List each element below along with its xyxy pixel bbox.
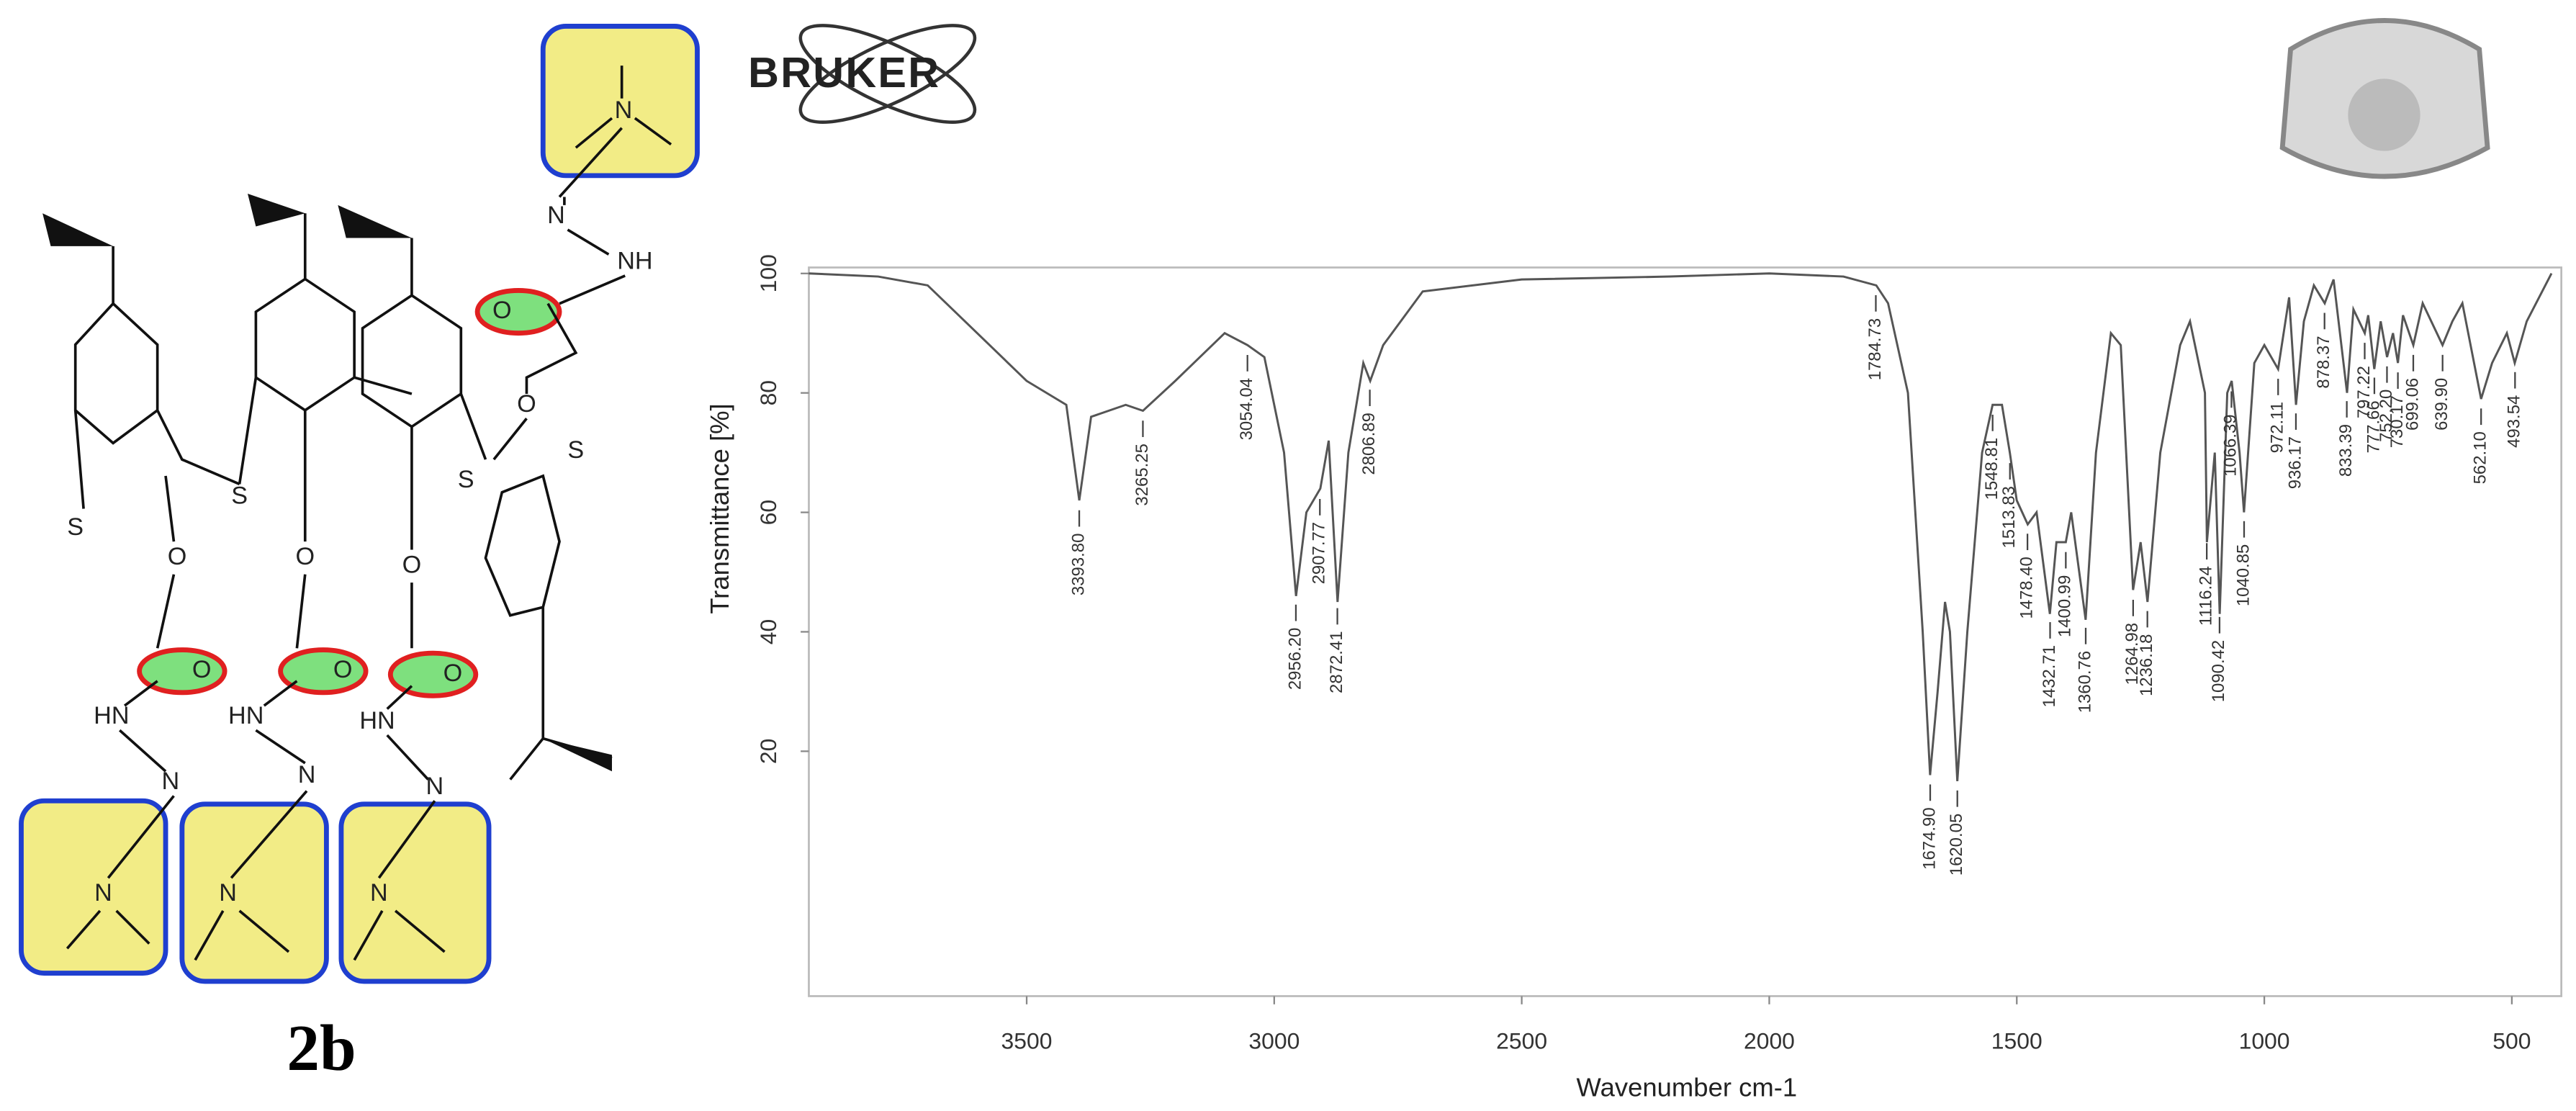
peak-label: 639.90: [2432, 378, 2451, 431]
bruker-logo: BRUKER: [748, 24, 977, 124]
atom-label: O: [402, 551, 422, 578]
y-tick-label: 60: [755, 500, 781, 525]
spectrum-line: [809, 272, 2553, 781]
y-tick-label: 20: [755, 739, 781, 764]
peak-label: 1784.73: [1865, 318, 1885, 380]
carbonyl-oval: [387, 650, 479, 698]
compound-label: 2b: [287, 1012, 356, 1084]
atom-label: HN: [228, 702, 264, 729]
structure: N N NH O O S S S S O O O O O O HN HN HN …: [19, 24, 700, 1084]
atom-label: O: [443, 660, 463, 687]
atom-label: HN: [94, 702, 129, 729]
atom-label: N: [219, 879, 237, 907]
atom-label: S: [231, 482, 248, 510]
atom-label: S: [567, 436, 584, 464]
atom-label: N: [425, 773, 443, 800]
atom-label: O: [295, 543, 315, 570]
atom-label: N: [162, 768, 180, 795]
peak-label: 777.66: [2364, 400, 2383, 453]
atom-label: N: [298, 761, 316, 788]
x-tick-label: 1500: [1991, 1027, 2043, 1053]
peak-label: 1040.85: [2233, 544, 2253, 606]
atom-label: O: [168, 543, 187, 570]
peak-label: 833.39: [2336, 424, 2356, 477]
peak-label: 3265.25: [1132, 444, 1152, 505]
peak-label: 878.37: [2314, 336, 2333, 388]
bonds: [42, 66, 672, 961]
x-tick-label: 2500: [1496, 1027, 1547, 1053]
peak-label: 1066.39: [2221, 414, 2241, 476]
peak-label: 1236.18: [2137, 634, 2156, 696]
peak-label: 1513.83: [1999, 486, 2019, 548]
peak-label: 1478.40: [2017, 557, 2036, 619]
peak-label: 1116.24: [2196, 566, 2215, 626]
peak-label: 562.10: [2471, 431, 2490, 484]
amine-box: [179, 801, 329, 984]
peak-label: 2806.89: [1359, 413, 1379, 474]
x-tick-label: 3500: [1001, 1027, 1053, 1053]
x-axis-label: Wavenumber cm-1: [1577, 1072, 1798, 1102]
peak-label: 752.20: [2377, 390, 2396, 442]
peak-label: 3393.80: [1068, 534, 1088, 595]
y-tick-label: 80: [755, 380, 781, 405]
peak-label: 2956.20: [1285, 628, 1305, 690]
peak-label: 1264.98: [2122, 623, 2142, 685]
peak-label: 3054.04: [1237, 378, 1256, 440]
peak-label: 972.11: [2268, 402, 2287, 453]
peak-label: 1400.99: [2055, 575, 2075, 637]
peak-label: 2872.41: [1327, 631, 1346, 693]
peak-label: 1090.42: [2209, 640, 2228, 702]
x-tick-label: 500: [2492, 1027, 2531, 1053]
y-axis-label: Transmittance [%]: [705, 403, 734, 613]
atom-label: N: [94, 879, 112, 907]
logo-text: BRUKER: [748, 48, 940, 96]
y-tick-label: 100: [755, 254, 781, 292]
peak-label: 797.22: [2354, 366, 2374, 418]
peak-label: 1432.71: [2040, 645, 2059, 707]
atom-label: HN: [359, 707, 395, 734]
x-tick-label: 2000: [1744, 1027, 1795, 1053]
peak-label: 1548.81: [1982, 438, 2001, 500]
faculty-seal: [2279, 18, 2490, 179]
x-tick-label: 1000: [2239, 1027, 2290, 1053]
atom-label: N: [547, 202, 565, 229]
atom-label: N: [615, 96, 633, 124]
atom-label: O: [333, 656, 353, 683]
y-tick-label: 40: [755, 619, 781, 644]
atom-label: NH: [617, 248, 652, 275]
peak-label: 936.17: [2285, 436, 2305, 489]
x-tick-label: 3000: [1248, 1027, 1300, 1053]
carbonyl-oval: [474, 287, 562, 336]
peak-label: 1674.90: [1919, 807, 1939, 869]
atom-label: O: [192, 656, 212, 683]
amine-box: [19, 798, 168, 976]
peak-label: 1620.05: [1947, 814, 1966, 876]
peak-label: 493.54: [2505, 395, 2524, 448]
peak-label: 699.06: [2402, 378, 2422, 431]
amine-box: [338, 801, 492, 984]
atom-label: S: [67, 513, 84, 541]
peak-label: 2907.77: [1310, 522, 1329, 584]
peak-label: 1360.76: [2075, 651, 2094, 713]
atom-label: O: [517, 390, 536, 418]
amine-box: [540, 24, 700, 179]
carbonyl-oval: [137, 647, 228, 696]
peak-label: 730.17: [2387, 395, 2407, 448]
atom-label: O: [492, 297, 512, 324]
atom-label: S: [458, 466, 474, 493]
carbonyl-oval: [278, 647, 369, 696]
atom-label: N: [370, 879, 388, 907]
